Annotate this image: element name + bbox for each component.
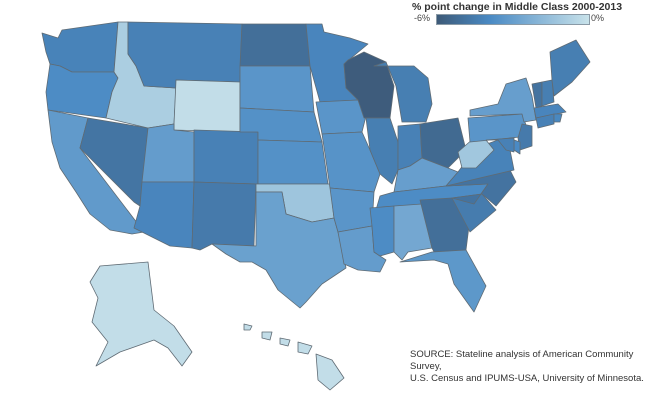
state-md[interactable] [485, 137, 515, 153]
state-wy[interactable] [173, 79, 241, 133]
legend-max-label: 0% [591, 13, 605, 23]
state-ks[interactable] [257, 139, 329, 185]
state-hi[interactable] [243, 323, 345, 391]
state-ut[interactable] [141, 123, 195, 183]
state-co[interactable] [193, 129, 259, 185]
state-me[interactable] [549, 39, 591, 97]
legend-min-label: -6% [414, 13, 431, 23]
legend-color-bar [436, 14, 590, 25]
source-line-2: U.S. Census and IPUMS-USA, University of… [410, 373, 644, 384]
state-or[interactable] [45, 63, 119, 119]
state-ri[interactable] [553, 113, 563, 123]
state-oh[interactable] [419, 117, 467, 169]
state-il[interactable] [365, 117, 399, 185]
state-nm[interactable] [191, 181, 257, 251]
state-mt[interactable] [127, 21, 243, 89]
state-az[interactable] [133, 181, 195, 249]
state-ak[interactable] [89, 261, 193, 367]
legend-title: % point change in Middle Class 2000-2013 [412, 1, 623, 13]
state-ar[interactable] [329, 187, 375, 233]
state-ct[interactable] [535, 113, 555, 129]
state-sd[interactable] [239, 65, 315, 113]
state-tx[interactable] [211, 191, 347, 309]
state-mi[interactable] [373, 61, 433, 123]
state-ia[interactable] [315, 99, 367, 135]
state-nh[interactable] [541, 79, 555, 107]
state-nd[interactable] [239, 23, 311, 67]
legend: % point change in Middle Class 2000-2013… [404, 0, 622, 30]
state-nj[interactable] [517, 123, 533, 151]
state-nc[interactable] [445, 169, 517, 207]
state-ms[interactable] [369, 205, 395, 257]
state-de[interactable] [513, 139, 521, 155]
state-fl[interactable] [399, 249, 487, 313]
source-note: SOURCE: Stateline analysis of American C… [410, 349, 645, 385]
state-nv[interactable] [79, 117, 149, 207]
source-line-1: SOURCE: Stateline analysis of American C… [410, 349, 634, 372]
